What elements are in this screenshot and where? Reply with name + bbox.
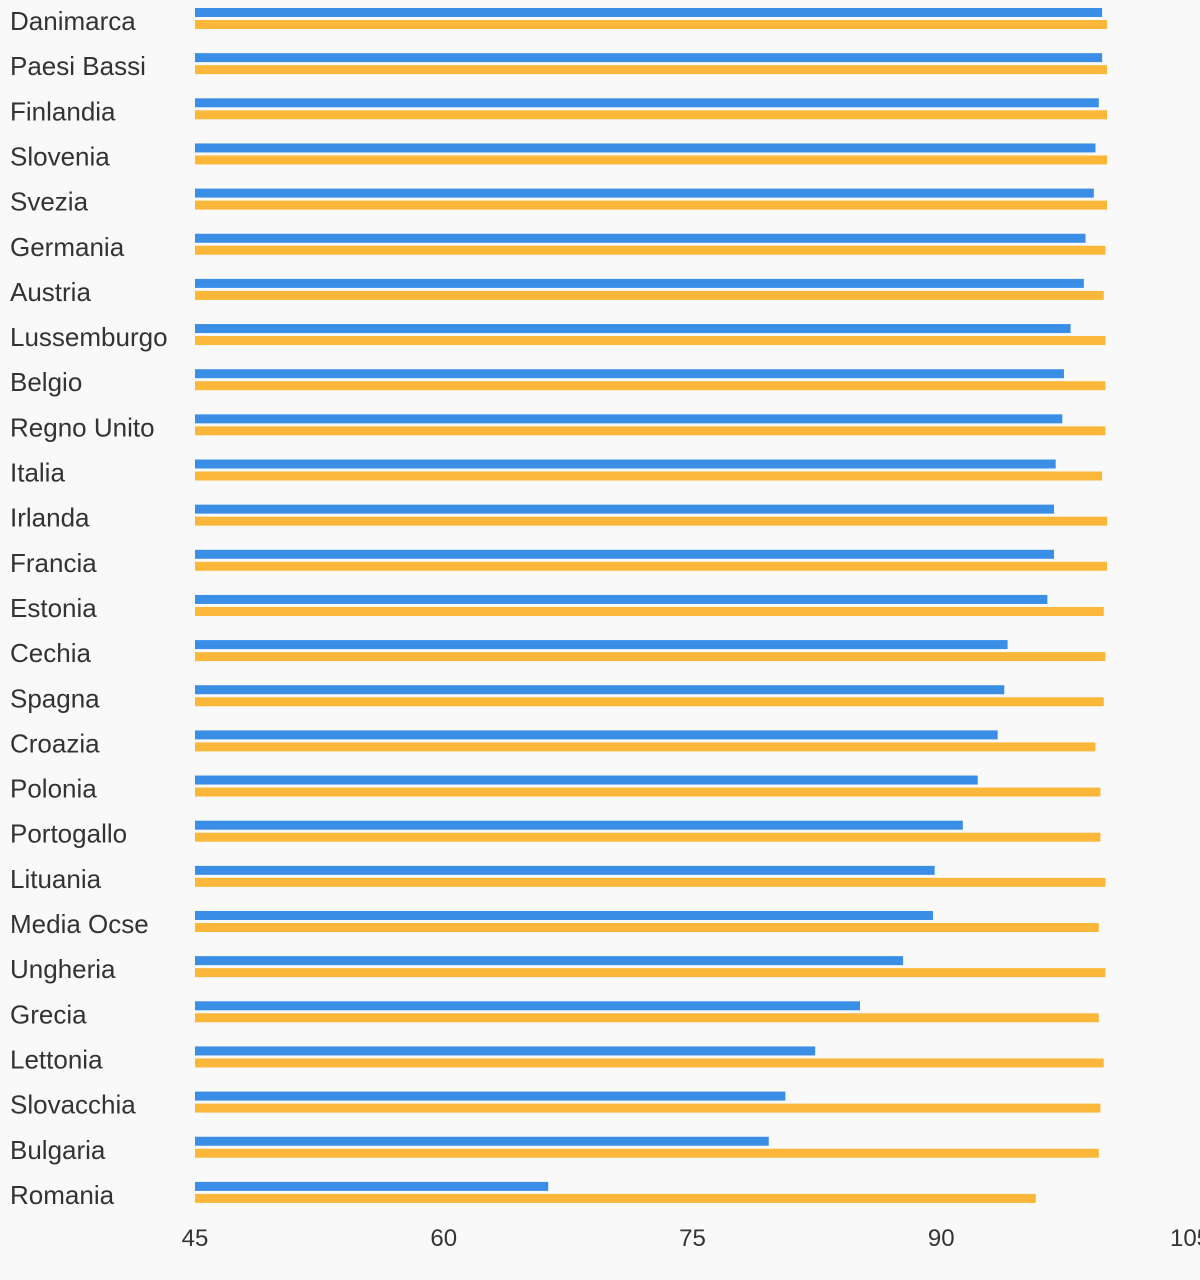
category-label: Irlanda bbox=[10, 503, 90, 533]
bar-series-1 bbox=[195, 414, 1063, 424]
bar-series-1 bbox=[195, 549, 1055, 559]
bar-series-2 bbox=[195, 200, 1108, 210]
bar-series-2 bbox=[195, 787, 1101, 797]
category-label: Media Ocse bbox=[10, 909, 149, 939]
bar-series-2 bbox=[195, 20, 1108, 29]
bar-series-2 bbox=[195, 561, 1108, 571]
category-label: Ungheria bbox=[10, 954, 116, 984]
bar-series-2 bbox=[195, 697, 1104, 707]
category-label: Danimarca bbox=[10, 6, 136, 36]
bar-series-1 bbox=[195, 188, 1094, 198]
category-label: Lituania bbox=[10, 864, 102, 894]
bar-series-2 bbox=[195, 471, 1103, 481]
category-label: Slovacchia bbox=[10, 1090, 136, 1120]
bar-series-2 bbox=[195, 877, 1106, 887]
category-label: Cechia bbox=[10, 638, 91, 668]
category-label: Germania bbox=[10, 232, 125, 262]
bar-series-2 bbox=[195, 381, 1106, 391]
bar-series-1 bbox=[195, 233, 1086, 243]
bar-series-1 bbox=[195, 459, 1056, 469]
bar-series-1 bbox=[195, 98, 1099, 108]
bar-series-2 bbox=[195, 1013, 1099, 1023]
category-label: Regno Unito bbox=[10, 412, 155, 442]
bar-series-1 bbox=[195, 594, 1048, 604]
bar-series-2 bbox=[195, 652, 1106, 662]
category-label: Paesi Bassi bbox=[10, 51, 146, 81]
category-label: Svezia bbox=[10, 187, 89, 217]
bar-series-1 bbox=[195, 1046, 816, 1056]
bar-series-2 bbox=[195, 290, 1104, 300]
bar-series-2 bbox=[195, 742, 1096, 752]
category-label: Romania bbox=[10, 1180, 115, 1210]
bar-series-2 bbox=[195, 155, 1108, 165]
bar-series-2 bbox=[195, 606, 1104, 616]
bar-series-1 bbox=[195, 911, 933, 920]
bar-series-1 bbox=[195, 775, 978, 785]
x-tick-label: 90 bbox=[928, 1225, 955, 1252]
category-label: Finlandia bbox=[10, 96, 116, 126]
bar-series-1 bbox=[195, 53, 1103, 63]
bar-series-2 bbox=[195, 110, 1108, 120]
category-label: Polonia bbox=[10, 774, 97, 804]
bar-series-1 bbox=[195, 1181, 549, 1191]
x-axis-ticks: 45 60 75 90 105 bbox=[182, 1225, 1200, 1252]
category-label: Spagna bbox=[10, 683, 100, 713]
bar-series-1 bbox=[195, 730, 998, 740]
category-label: Austria bbox=[10, 277, 91, 307]
bar-series-1 bbox=[195, 1136, 769, 1146]
bar-series-2 bbox=[195, 968, 1106, 978]
category-label: Croazia bbox=[10, 728, 100, 758]
bar-series-1 bbox=[195, 685, 1005, 695]
bar-series-1 bbox=[195, 8, 1103, 17]
x-tick-label: 105 bbox=[1170, 1225, 1200, 1252]
category-label: Belgio bbox=[10, 367, 82, 397]
bar-series-2 bbox=[195, 832, 1101, 842]
category-label: Portogallo bbox=[10, 819, 127, 849]
category-label: Slovenia bbox=[10, 141, 110, 171]
bar-series-2 bbox=[195, 1058, 1104, 1068]
category-label: Grecia bbox=[10, 999, 87, 1029]
bar-series-1 bbox=[195, 278, 1084, 288]
category-label: Lettonia bbox=[10, 1044, 103, 1074]
bar-series-2 bbox=[195, 516, 1108, 526]
bar-series-2 bbox=[195, 1148, 1099, 1158]
bar-series-1 bbox=[195, 820, 963, 830]
bar-series-2 bbox=[195, 245, 1106, 255]
bars bbox=[195, 8, 1108, 1203]
bar-series-1 bbox=[195, 1001, 860, 1011]
bar-series-1 bbox=[195, 324, 1071, 334]
x-tick-label: 45 bbox=[182, 1225, 209, 1252]
bar-series-1 bbox=[195, 143, 1096, 153]
category-labels: Danimarca Paesi Bassi Finlandia Slovenia Sve… bbox=[10, 6, 168, 1210]
bar-series-2 bbox=[195, 426, 1106, 436]
bar-series-1 bbox=[195, 865, 935, 875]
x-tick-label: 60 bbox=[430, 1225, 457, 1252]
bar-series-1 bbox=[195, 640, 1008, 650]
category-label: Bulgaria bbox=[10, 1135, 106, 1165]
bar-series-2 bbox=[195, 1103, 1101, 1113]
bar-series-2 bbox=[195, 1193, 1036, 1203]
bar-series-2 bbox=[195, 923, 1099, 932]
bar-series-1 bbox=[195, 369, 1064, 379]
bar-series-1 bbox=[195, 504, 1055, 514]
category-label: Estonia bbox=[10, 593, 97, 623]
bar-series-2 bbox=[195, 65, 1108, 75]
category-label: Lussemburgo bbox=[10, 322, 168, 352]
x-tick-label: 75 bbox=[679, 1225, 706, 1252]
category-label: Francia bbox=[10, 548, 97, 578]
bar-series-1 bbox=[195, 1091, 786, 1101]
bar-series-2 bbox=[195, 336, 1106, 346]
category-label: Italia bbox=[10, 458, 65, 488]
bar-series-1 bbox=[195, 956, 904, 966]
